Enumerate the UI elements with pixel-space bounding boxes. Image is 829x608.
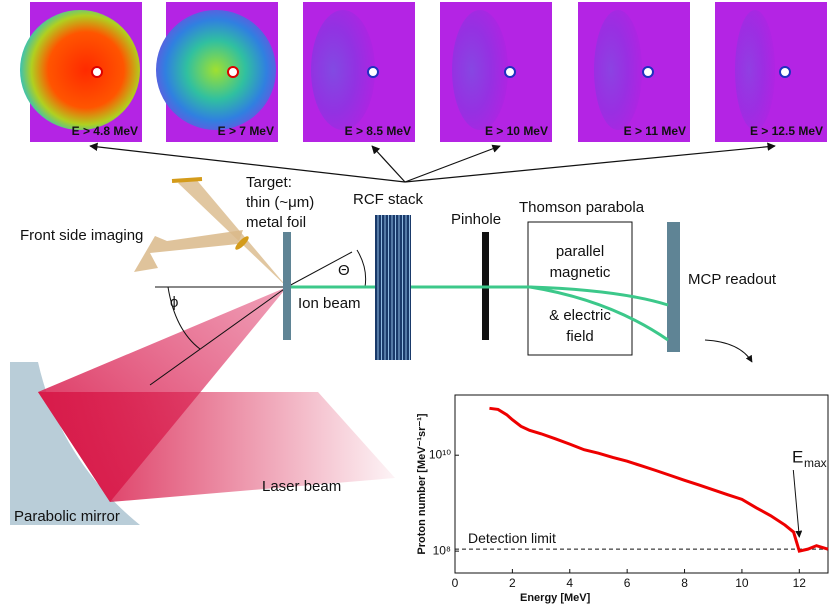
- label: Ion beam: [298, 295, 361, 312]
- curved-arrow: [705, 340, 752, 362]
- target-foil: [283, 232, 291, 340]
- label: Front side imaging: [20, 227, 143, 244]
- rcf-signal: [311, 10, 375, 130]
- rcf-arrows: [90, 146, 775, 182]
- rcf-label: E > 10 MeV: [485, 124, 548, 138]
- pinhole-spot: [92, 67, 102, 77]
- rcf-label: E > 11 MeV: [624, 124, 686, 138]
- x-tick-label: 2: [509, 576, 516, 590]
- y-axis-label: Proton number [MeV⁻¹sr⁻¹]: [416, 413, 428, 555]
- label: parallel: [556, 243, 604, 260]
- spectrum-chart: 0 2 4 6 8 10 12 10⁸ 10¹⁰ Energy [MeV] Proton numbe…: [416, 408, 828, 604]
- emax-label: E: [792, 447, 803, 466]
- imaging-arrow: [134, 230, 243, 272]
- emax-sub: max: [804, 456, 827, 470]
- rcf-signal: [735, 10, 775, 130]
- imaging-detector: [172, 179, 202, 181]
- label: field: [566, 328, 594, 345]
- label: Parabolic mirror: [14, 508, 120, 525]
- y-tick-label: 10⁸: [433, 543, 451, 557]
- rcf-label: E > 4.8 MeV: [72, 124, 138, 138]
- x-tick-label: 4: [566, 576, 573, 590]
- label: Target:: [246, 174, 292, 191]
- rcf-label: E > 12.5 MeV: [750, 124, 823, 138]
- label: & electric: [549, 307, 611, 324]
- pinhole-spot: [505, 67, 515, 77]
- rcf-signal: [452, 10, 508, 130]
- x-axis-label: Energy [MeV]: [520, 592, 591, 604]
- detection-label: Detection limit: [468, 530, 556, 546]
- x-tick-label: 0: [452, 576, 459, 590]
- rcf-signal: [594, 10, 642, 130]
- label: metal foil: [246, 214, 306, 231]
- label: Laser beam: [262, 478, 341, 495]
- label: RCF stack: [353, 191, 424, 208]
- x-tick-label: 10: [735, 576, 749, 590]
- rcf-signal: [156, 10, 276, 130]
- label: ϕ: [170, 294, 178, 311]
- rcf-images: E > 4.8 MeV E > 7 MeV E > 8.5 MeV E > 10 Me…: [20, 2, 827, 142]
- pinhole-spot: [228, 67, 238, 77]
- pinhole-spot: [780, 67, 790, 77]
- label: MCP readout: [688, 271, 777, 288]
- label: Θ: [338, 262, 350, 279]
- label: thin (~μm): [246, 194, 314, 211]
- rcf-label: E > 8.5 MeV: [345, 124, 411, 138]
- rcf-label: E > 7 MeV: [218, 124, 274, 138]
- pinhole-spot: [643, 67, 653, 77]
- label: Thomson parabola: [519, 199, 645, 216]
- page: E > 4.8 MeV E > 7 MeV E > 8.5 MeV E > 10 Me…: [0, 0, 829, 608]
- x-tick-label: 8: [681, 576, 688, 590]
- rcf-signal: [20, 10, 140, 130]
- label: magnetic: [550, 264, 611, 281]
- label: Pinhole: [451, 211, 501, 228]
- x-tick-label: 6: [624, 576, 631, 590]
- mcp-plate: [667, 222, 680, 352]
- x-tick-label: 12: [793, 576, 807, 590]
- emax-arrow: [793, 470, 799, 537]
- pinhole-spot: [368, 67, 378, 77]
- y-tick-label: 10¹⁰: [429, 447, 451, 461]
- plot-frame: [455, 395, 828, 573]
